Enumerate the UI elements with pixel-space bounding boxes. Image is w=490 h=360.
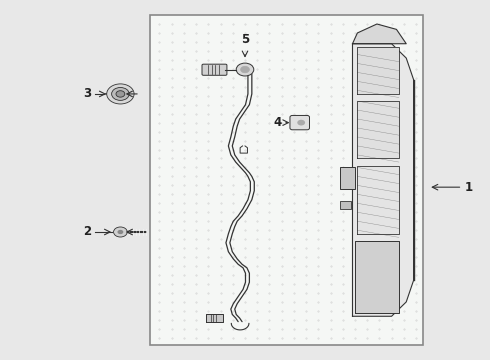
Circle shape xyxy=(114,227,127,237)
Circle shape xyxy=(112,87,129,100)
Text: 5: 5 xyxy=(241,32,249,45)
Polygon shape xyxy=(352,24,406,44)
Circle shape xyxy=(116,91,125,97)
Polygon shape xyxy=(352,44,414,316)
Text: 2: 2 xyxy=(83,225,91,238)
Text: 1: 1 xyxy=(465,181,473,194)
Bar xyxy=(340,167,355,189)
Polygon shape xyxy=(357,47,399,94)
Text: 4: 4 xyxy=(273,116,282,129)
Bar xyxy=(340,201,351,209)
Polygon shape xyxy=(355,241,399,313)
Circle shape xyxy=(118,230,123,234)
Polygon shape xyxy=(206,315,223,321)
Polygon shape xyxy=(357,101,399,158)
Circle shape xyxy=(236,63,254,76)
Circle shape xyxy=(297,120,305,126)
Polygon shape xyxy=(357,166,399,234)
Text: 3: 3 xyxy=(83,87,91,100)
Circle shape xyxy=(241,66,249,73)
Bar xyxy=(150,15,423,345)
FancyBboxPatch shape xyxy=(290,116,310,130)
FancyBboxPatch shape xyxy=(202,64,227,75)
Circle shape xyxy=(107,84,134,104)
